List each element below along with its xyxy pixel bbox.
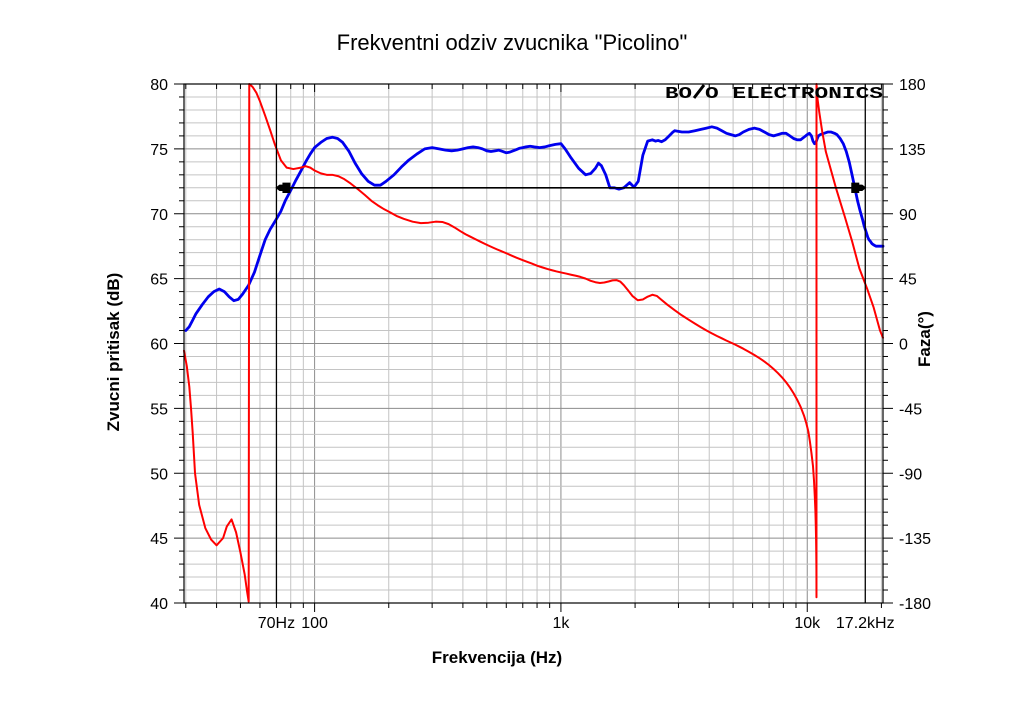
svg-text:100: 100	[301, 615, 328, 632]
svg-text:70: 70	[150, 207, 168, 224]
svg-text:90: 90	[899, 207, 917, 224]
svg-text:75: 75	[150, 142, 168, 159]
svg-text:45: 45	[899, 272, 917, 289]
svg-text:10k: 10k	[794, 615, 821, 632]
svg-text:55: 55	[150, 401, 168, 418]
svg-text:60: 60	[150, 337, 168, 354]
svg-text:45: 45	[150, 531, 168, 548]
svg-text:70Hz: 70Hz	[258, 615, 295, 632]
svg-text:180: 180	[899, 77, 926, 94]
svg-text:50: 50	[150, 466, 168, 483]
svg-text:-90: -90	[899, 466, 922, 483]
svg-text:O ELECTRONICS: O ELECTRONICS	[705, 85, 883, 104]
svg-text:80: 80	[150, 77, 168, 94]
svg-text:0: 0	[899, 337, 908, 354]
svg-text:-45: -45	[899, 401, 922, 418]
svg-text:40: 40	[150, 596, 168, 613]
svg-text:135: 135	[899, 142, 926, 159]
svg-text:17.2kHz: 17.2kHz	[836, 615, 895, 632]
svg-text:1k: 1k	[552, 615, 570, 632]
svg-text:-135: -135	[899, 531, 931, 548]
svg-text:BO: BO	[665, 85, 692, 104]
svg-text:-180: -180	[899, 596, 931, 613]
svg-text:65: 65	[150, 272, 168, 289]
